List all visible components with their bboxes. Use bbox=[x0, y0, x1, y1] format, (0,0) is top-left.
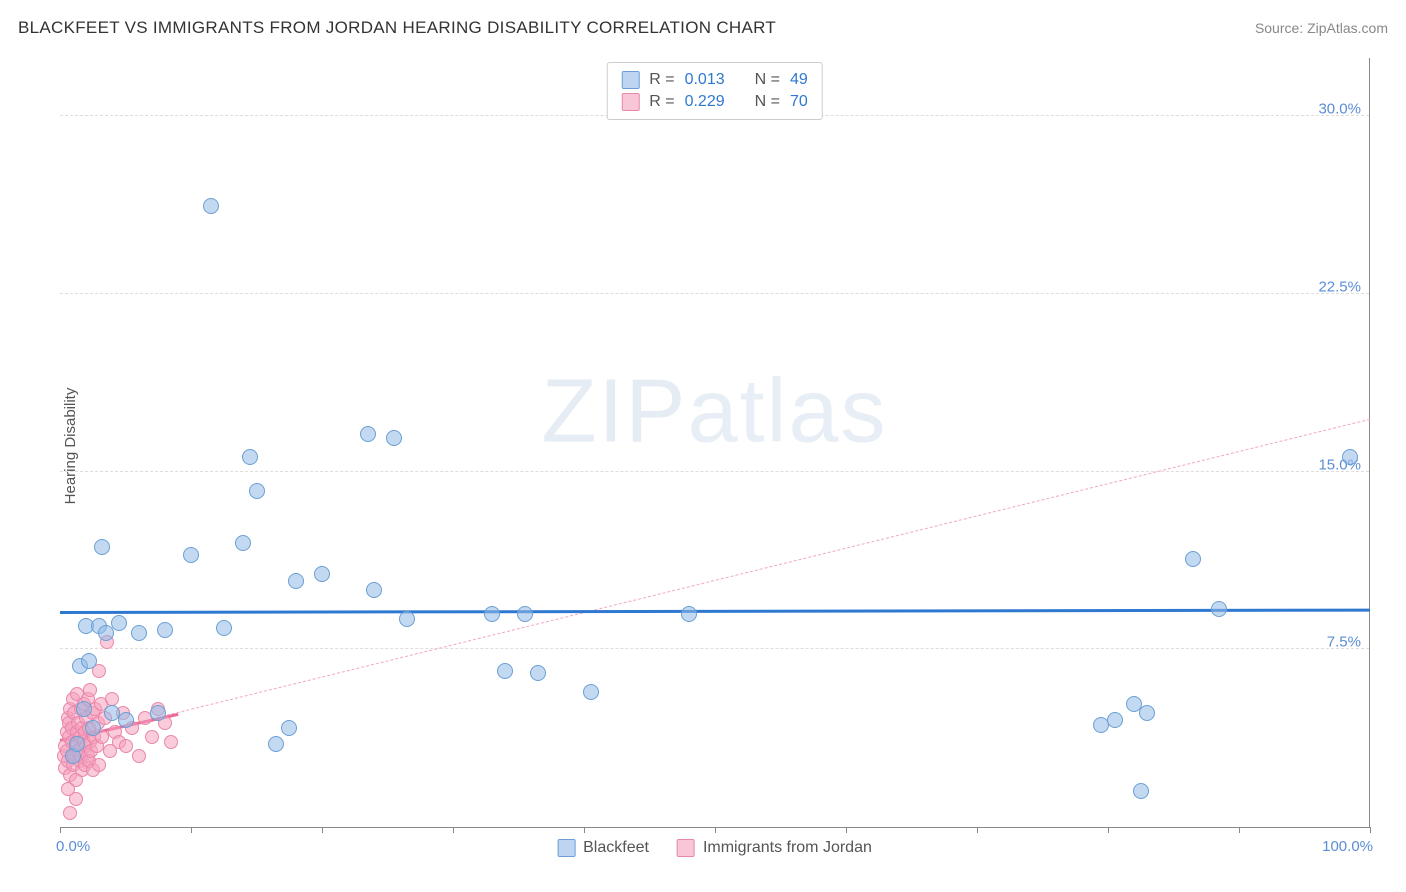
r-value-blue: 0.013 bbox=[685, 71, 725, 89]
data-point bbox=[76, 701, 92, 717]
legend-swatch-pink bbox=[621, 93, 639, 111]
data-point bbox=[1139, 705, 1155, 721]
r-value-pink: 0.229 bbox=[685, 93, 725, 111]
data-point bbox=[157, 622, 173, 638]
data-point bbox=[242, 449, 258, 465]
y-tick-label: 22.5% bbox=[1318, 278, 1361, 295]
trend-line bbox=[60, 419, 1370, 742]
data-point bbox=[216, 620, 232, 636]
data-point bbox=[183, 547, 199, 563]
x-tick-mark bbox=[60, 827, 61, 833]
x-tick-mark bbox=[322, 827, 323, 833]
data-point bbox=[497, 663, 513, 679]
data-point bbox=[132, 749, 146, 763]
x-tick-mark bbox=[715, 827, 716, 833]
n-value-blue: 49 bbox=[790, 71, 808, 89]
legend-row-pink: R = 0.229 N = 70 bbox=[621, 91, 808, 113]
legend-item-pink: Immigrants from Jordan bbox=[677, 839, 872, 857]
data-point bbox=[92, 758, 106, 772]
x-tick-mark bbox=[584, 827, 585, 833]
gridline bbox=[60, 648, 1369, 649]
data-point bbox=[268, 736, 284, 752]
data-point bbox=[164, 735, 178, 749]
x-tick-mark bbox=[977, 827, 978, 833]
x-tick-mark bbox=[453, 827, 454, 833]
legend-correlation: R = 0.013 N = 49 R = 0.229 N = 70 bbox=[606, 62, 823, 120]
legend-swatch-pink bbox=[677, 839, 695, 857]
data-point bbox=[399, 611, 415, 627]
data-point bbox=[314, 566, 330, 582]
data-point bbox=[366, 582, 382, 598]
legend-row-blue: R = 0.013 N = 49 bbox=[621, 69, 808, 91]
data-point bbox=[119, 739, 133, 753]
data-point bbox=[105, 692, 119, 706]
chart-header: BLACKFEET VS IMMIGRANTS FROM JORDAN HEAR… bbox=[18, 18, 1388, 38]
data-point bbox=[1342, 449, 1358, 465]
data-point bbox=[681, 606, 697, 622]
data-point bbox=[530, 665, 546, 681]
legend-swatch-blue bbox=[621, 71, 639, 89]
data-point bbox=[63, 806, 77, 820]
gridline bbox=[60, 293, 1369, 294]
n-value-pink: 70 bbox=[790, 93, 808, 111]
scatter-plot-area: ZIPatlas R = 0.013 N = 49 R = 0.229 N = … bbox=[60, 58, 1370, 828]
x-tick-right: 100.0% bbox=[1322, 838, 1373, 855]
x-tick-left: 0.0% bbox=[56, 838, 90, 855]
data-point bbox=[83, 683, 97, 697]
legend-item-blue: Blackfeet bbox=[557, 839, 649, 857]
source-label: Source: ZipAtlas.com bbox=[1255, 20, 1388, 36]
y-tick-label: 7.5% bbox=[1327, 634, 1361, 651]
data-point bbox=[583, 684, 599, 700]
legend-label-blue: Blackfeet bbox=[583, 839, 649, 857]
n-label: N = bbox=[755, 93, 780, 111]
data-point bbox=[61, 782, 75, 796]
data-point bbox=[118, 712, 134, 728]
data-point bbox=[131, 625, 147, 641]
data-point bbox=[288, 573, 304, 589]
data-point bbox=[1133, 783, 1149, 799]
legend-label-pink: Immigrants from Jordan bbox=[703, 839, 872, 857]
watermark-thin: atlas bbox=[687, 361, 887, 461]
data-point bbox=[111, 615, 127, 631]
gridline bbox=[60, 471, 1369, 472]
r-label: R = bbox=[649, 93, 674, 111]
watermark-bold: ZIP bbox=[541, 361, 687, 461]
data-point bbox=[249, 483, 265, 499]
x-tick-mark bbox=[1370, 827, 1371, 833]
data-point bbox=[85, 720, 101, 736]
data-point bbox=[145, 730, 159, 744]
x-tick-mark bbox=[191, 827, 192, 833]
data-point bbox=[1211, 601, 1227, 617]
data-point bbox=[360, 426, 376, 442]
data-point bbox=[203, 198, 219, 214]
data-point bbox=[81, 653, 97, 669]
legend-swatch-blue bbox=[557, 839, 575, 857]
r-label: R = bbox=[649, 71, 674, 89]
trend-line bbox=[60, 608, 1370, 613]
watermark: ZIPatlas bbox=[541, 360, 887, 463]
data-point bbox=[386, 430, 402, 446]
data-point bbox=[281, 720, 297, 736]
x-tick-mark bbox=[1108, 827, 1109, 833]
x-tick-mark bbox=[1239, 827, 1240, 833]
legend-series: Blackfeet Immigrants from Jordan bbox=[557, 839, 872, 857]
data-point bbox=[1185, 551, 1201, 567]
data-point bbox=[1107, 712, 1123, 728]
data-point bbox=[94, 539, 110, 555]
chart-title: BLACKFEET VS IMMIGRANTS FROM JORDAN HEAR… bbox=[18, 18, 776, 38]
data-point bbox=[150, 705, 166, 721]
data-point bbox=[235, 535, 251, 551]
data-point bbox=[484, 606, 500, 622]
data-point bbox=[517, 606, 533, 622]
n-label: N = bbox=[755, 71, 780, 89]
x-tick-mark bbox=[846, 827, 847, 833]
data-point bbox=[69, 736, 85, 752]
y-tick-label: 30.0% bbox=[1318, 101, 1361, 118]
